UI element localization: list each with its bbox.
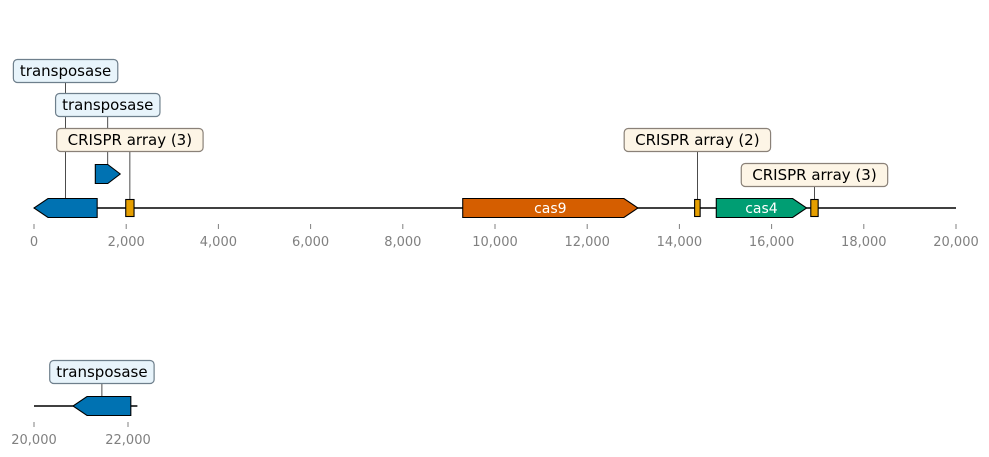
cas4-gene-arrow (715, 197, 808, 219)
transposase-callout-box (49, 359, 155, 385)
cas9-gene-arrow (462, 197, 639, 219)
track-2: 20,000 22,000 transposase (11, 359, 155, 448)
transposase-callout-label: transposase (62, 96, 153, 114)
crispr-callout-box (56, 127, 204, 153)
tick-label: 8,000 (384, 235, 421, 250)
tick-label: 2,000 (108, 235, 145, 250)
transposase-callout-box (54, 92, 161, 118)
crispr-callout-label: CRISPR array (2) (635, 131, 759, 149)
tick-label: 16,000 (749, 235, 795, 250)
transposase-callout-box (12, 58, 119, 84)
crispr-callout-label: CRISPR array (3) (752, 166, 876, 184)
cas4-label: cas4 (745, 201, 778, 217)
tick-label: 0 (30, 235, 38, 250)
tick-label: 22,000 (105, 433, 151, 448)
crispr-array-block (694, 198, 701, 218)
transposase-callout-label: transposase (20, 62, 111, 80)
crispr-array-block (810, 198, 819, 218)
transposase-gene-arrow (33, 197, 98, 219)
crispr-callout-box (740, 162, 889, 188)
track-1: 0 2,000 4,000 6,000 8,000 10,000 12,000 14,000 1… (12, 58, 979, 250)
tick-label: 4,000 (200, 235, 237, 250)
transposase-gene-arrow (94, 163, 122, 185)
crispr-array-block (125, 198, 135, 218)
transposase-callout-label: transposase (56, 363, 147, 381)
tick-label: 18,000 (841, 235, 887, 250)
crispr-callout-label: CRISPR array (3) (68, 131, 192, 149)
tick-label: 12,000 (564, 235, 610, 250)
cas9-label: cas9 (534, 201, 566, 217)
tick-label: 6,000 (292, 235, 329, 250)
transposase-gene-arrow (72, 395, 132, 417)
crispr-callout-box (623, 127, 772, 153)
tick-label: 20,000 (933, 235, 979, 250)
tick-label: 10,000 (472, 235, 518, 250)
tick-label: 20,000 (11, 433, 57, 448)
tick-label: 14,000 (657, 235, 703, 250)
